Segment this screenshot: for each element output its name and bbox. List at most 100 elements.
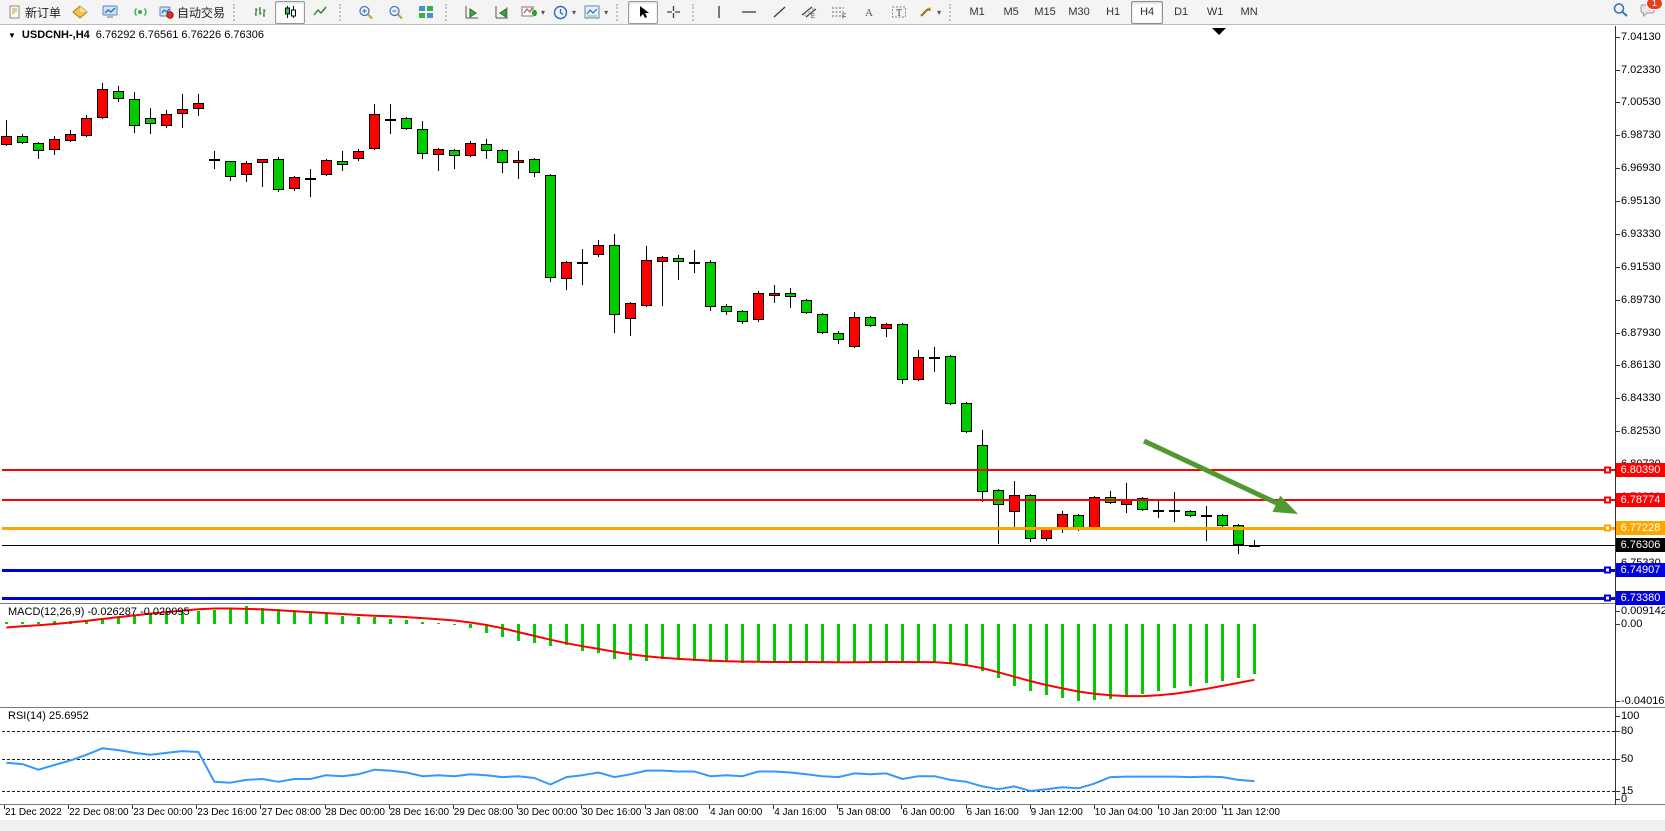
new-order-button[interactable]: 新订单: [4, 1, 65, 24]
candlestick-mode-button[interactable]: [275, 0, 306, 24]
macd-histogram-bar: [1012, 624, 1016, 687]
indicators-button[interactable]: ▾: [517, 1, 549, 24]
macd-histogram-bar: [1156, 624, 1160, 692]
rsi-tick-mark: [1615, 716, 1620, 717]
candle-down: [384, 119, 396, 122]
time-axis-label: 4 Jan 16:00: [774, 807, 827, 818]
text-tool-button[interactable]: A: [854, 1, 884, 24]
chart-diamond-icon: [72, 5, 88, 19]
main-chart-plot-area[interactable]: [0, 26, 1615, 604]
timeframe-h1-button[interactable]: H1: [1106, 6, 1121, 18]
macd-histogram-bar: [932, 624, 936, 663]
level-line-handle[interactable]: [1604, 594, 1611, 602]
timeframe-d1-button[interactable]: D1: [1174, 6, 1189, 18]
timeframe-m30-button[interactable]: M30: [1068, 6, 1090, 18]
time-axis-label: 29 Dec 08:00: [453, 807, 514, 818]
chart-scroll-marker-icon[interactable]: [1212, 28, 1226, 35]
text-label-tool-button[interactable]: T: [884, 1, 914, 24]
templates-button[interactable]: ▾: [580, 1, 612, 24]
market-watch-button[interactable]: [95, 1, 125, 24]
vertical-line-tool-button[interactable]: [704, 1, 734, 24]
arrows-tool-button[interactable]: ▾: [914, 1, 945, 24]
time-axis-label: 28 Dec 00:00: [325, 807, 386, 818]
candle-down: [112, 90, 124, 99]
chart-shift-button[interactable]: [487, 1, 517, 24]
price-level-line[interactable]: [2, 568, 1615, 572]
price-level-line[interactable]: [2, 498, 1615, 501]
dropdown-caret-icon: ▾: [541, 7, 546, 17]
timeframe-m15-button[interactable]: M15: [1034, 6, 1056, 18]
macd-histogram-bar: [756, 624, 760, 663]
candle-wick: [581, 249, 583, 285]
timeframe-w1-button[interactable]: W1: [1206, 6, 1224, 18]
notifications-button[interactable]: 1: [1639, 0, 1663, 23]
candle-down: [672, 258, 684, 262]
time-tick-mark: [196, 805, 198, 809]
macd-histogram-bar: [1172, 624, 1176, 689]
tile-windows-button[interactable]: [411, 1, 441, 24]
timeframe-h4-button[interactable]: H4: [1131, 0, 1164, 24]
price-level-line[interactable]: [2, 526, 1615, 530]
price-axis-line: [1615, 26, 1616, 805]
search-icon[interactable]: [1612, 2, 1629, 23]
macd-histogram-bar: [228, 608, 232, 624]
candle-wick: [677, 255, 679, 281]
macd-histogram-bar: [500, 624, 504, 638]
candle-up: [64, 133, 76, 142]
candle-up: [752, 292, 764, 321]
zoom-in-button[interactable]: [351, 1, 381, 24]
timeframe-m5-button[interactable]: M5: [1003, 6, 1019, 18]
timeframe-m1-button[interactable]: M1: [969, 6, 985, 18]
candle-up: [352, 151, 364, 160]
candle-wick: [1125, 483, 1127, 514]
candle-down: [208, 158, 220, 161]
level-line-handle[interactable]: [1604, 496, 1611, 504]
text-icon: A: [863, 5, 876, 19]
rsi-reference-line: [2, 758, 1615, 760]
time-tick-mark: [1221, 805, 1223, 809]
candle-down: [528, 158, 540, 174]
candle-up: [592, 244, 604, 255]
macd-histogram-bar: [4, 621, 8, 624]
macd-histogram-bar: [948, 624, 952, 664]
svg-text:E: E: [811, 14, 815, 19]
signals-button[interactable]: [125, 1, 155, 24]
macd-panel-divider[interactable]: [0, 603, 1665, 604]
symbol-label: USDCNH-,H4: [21, 29, 90, 41]
periods-button[interactable]: ▾: [549, 1, 580, 24]
zoom-out-button[interactable]: [381, 1, 411, 24]
level-line-handle[interactable]: [1604, 524, 1611, 532]
rsi-scale-label: 80: [1621, 724, 1634, 737]
channel-tool-button[interactable]: E: [794, 1, 824, 24]
new-chart-button[interactable]: [65, 1, 95, 24]
bar-chart-mode-button[interactable]: [245, 1, 275, 24]
macd-histogram-bar: [532, 624, 536, 644]
price-level-line[interactable]: [2, 469, 1615, 472]
price-tick-label: 6.84330: [1621, 392, 1661, 405]
macd-histogram-bar: [84, 619, 88, 624]
macd-histogram-bar: [388, 618, 392, 624]
auto-trading-button[interactable]: 自动交易: [155, 1, 229, 24]
candle-up: [1120, 500, 1132, 505]
rsi-panel-divider[interactable]: [0, 707, 1665, 708]
trendline-tool-button[interactable]: [764, 1, 794, 24]
text-label-icon: T: [891, 5, 907, 19]
horizontal-line-tool-button[interactable]: [734, 1, 764, 24]
horizontal-line-icon: [741, 5, 757, 19]
level-line-handle[interactable]: [1604, 566, 1611, 574]
symbol-collapse-icon[interactable]: ▼: [8, 30, 16, 40]
crosshair-tool-button[interactable]: [658, 1, 688, 24]
level-line-handle[interactable]: [1604, 466, 1611, 474]
line-chart-mode-button[interactable]: [305, 1, 335, 24]
macd-histogram-bar: [36, 621, 40, 624]
fibonacci-tool-button[interactable]: F: [824, 1, 854, 24]
time-tick-mark: [4, 805, 5, 809]
candle-down: [496, 150, 508, 164]
auto-scroll-button[interactable]: [457, 1, 487, 24]
timeframe-mn-button[interactable]: MN: [1240, 6, 1258, 18]
price-level-line[interactable]: [2, 596, 1615, 600]
cursor-tool-button[interactable]: [628, 0, 659, 24]
template-icon: [584, 5, 600, 19]
macd-histogram-bar: [52, 621, 56, 624]
candle-wick: [5, 119, 7, 146]
